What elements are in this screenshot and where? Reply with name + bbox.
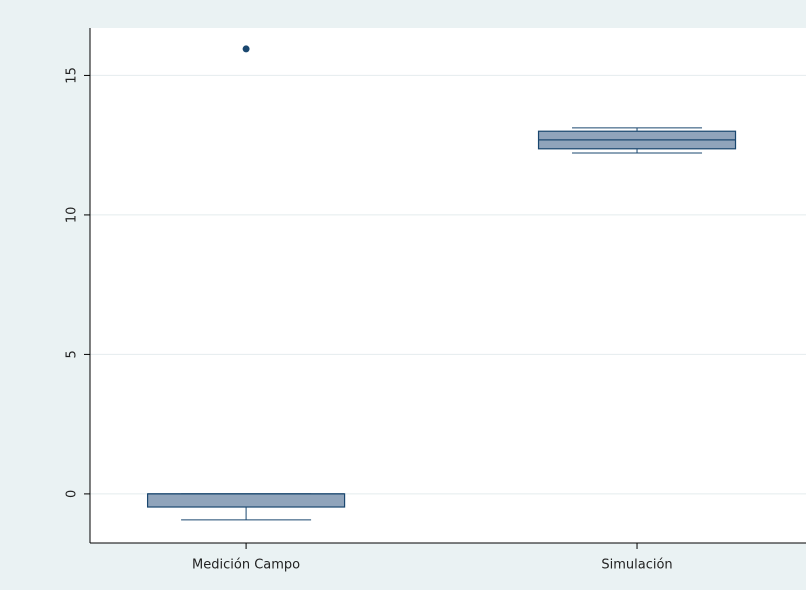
- box: [146, 493, 346, 508]
- y-tick-label: 10: [65, 207, 80, 224]
- plot-area: [90, 28, 806, 543]
- outlier: [242, 45, 250, 53]
- y-tick-label: 0: [65, 490, 80, 498]
- y-tick-label: 15: [65, 67, 80, 84]
- y-tick-label: 5: [65, 350, 80, 358]
- x-tick-label: Medición Campo: [192, 558, 300, 573]
- x-tick-label: Simulación: [601, 558, 672, 573]
